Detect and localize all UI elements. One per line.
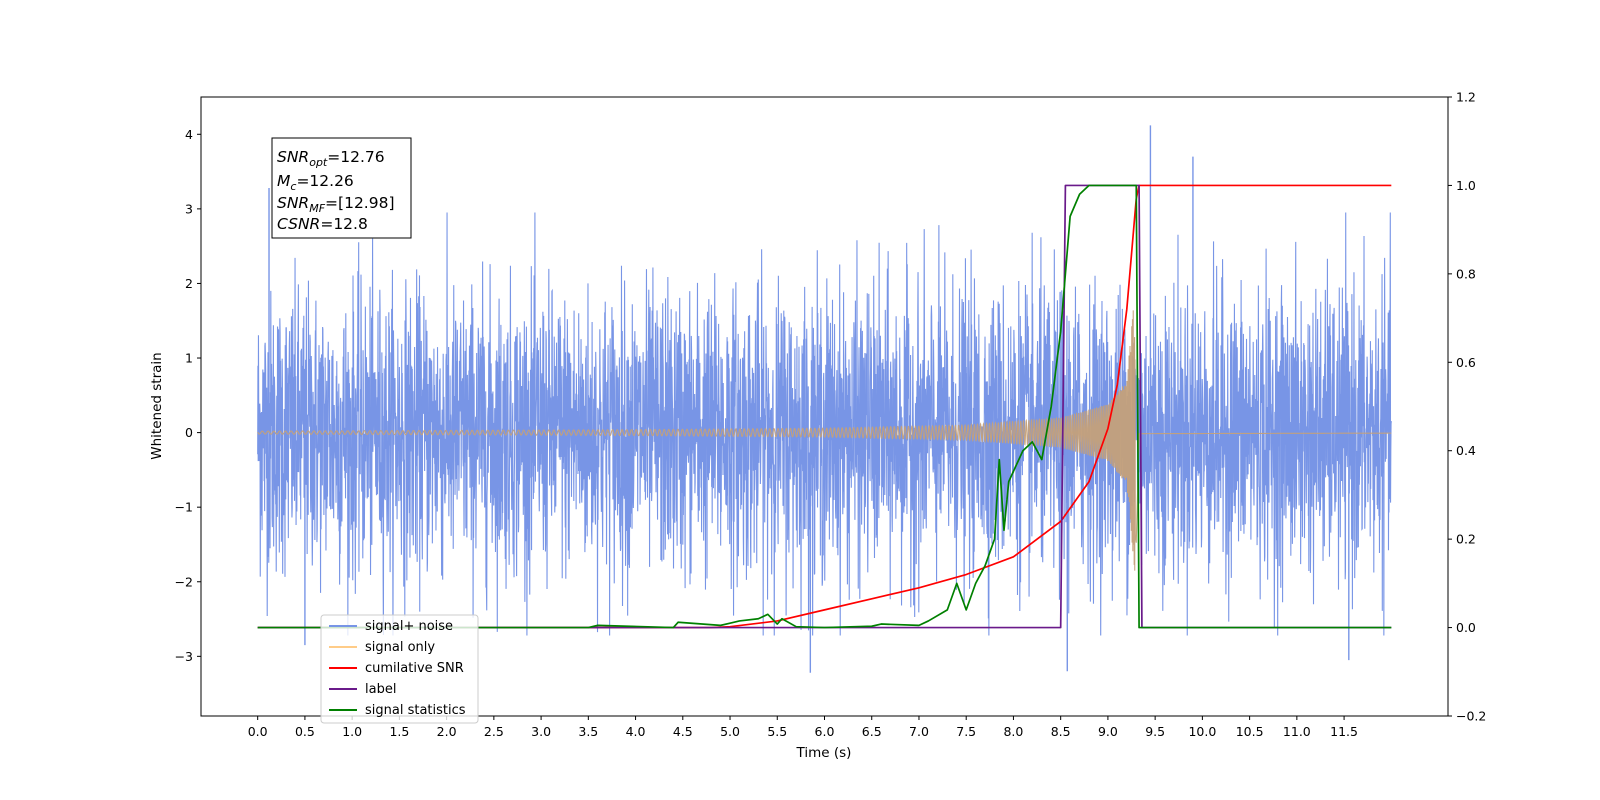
x-tick-label: 8.5 bbox=[1051, 724, 1071, 739]
legend-label-cumulative-snr: cumilative SNR bbox=[365, 661, 464, 676]
x-tick-label: 10.5 bbox=[1236, 724, 1264, 739]
x-tick-label: 7.0 bbox=[909, 724, 929, 739]
y-tick-label: 3 bbox=[185, 201, 193, 216]
legend-label-signal-only: signal only bbox=[365, 640, 435, 655]
x-tick-label: 3.0 bbox=[531, 724, 551, 739]
x-tick-label: 2.0 bbox=[437, 724, 457, 739]
y-axis-label: Whitened strain bbox=[149, 352, 165, 459]
annotation-symbol: SNR bbox=[277, 148, 309, 166]
x-tick-label: 6.5 bbox=[862, 724, 882, 739]
x-tick-label: 3.5 bbox=[578, 724, 598, 739]
metrics-annotation-box: SNRopt=12.76 Mc=12.26 SNRMF=[12.98] CSNR… bbox=[271, 137, 412, 239]
x-axis-label: Time (s) bbox=[796, 745, 852, 761]
y-tick-label: 1 bbox=[185, 351, 193, 366]
y-tick-label: −2 bbox=[175, 574, 193, 589]
y2-tick-label: 0.6 bbox=[1456, 355, 1476, 370]
annotation-line-snr-opt: SNRopt=12.76 bbox=[277, 148, 385, 169]
series-signal-statistics bbox=[257, 184, 1392, 629]
x-tick-label: 4.5 bbox=[673, 724, 693, 739]
x-tick-label: 8.0 bbox=[1003, 724, 1023, 739]
series-layer bbox=[257, 125, 1392, 673]
x-tick-label: 5.0 bbox=[720, 724, 740, 739]
y-tick-label: −1 bbox=[175, 500, 193, 515]
annotation-symbol: CSNR bbox=[277, 215, 320, 233]
x-tick-label: 1.0 bbox=[342, 724, 362, 739]
annotation-line-mc: Mc=12.26 bbox=[277, 172, 354, 193]
x-axis: 0.0 0.5 1.0 1.5 2.0 2.5 3.0 3.5 4.0 4.5 5.0 5.5 6.0 6… bbox=[248, 716, 1358, 739]
plot-area bbox=[257, 125, 1392, 673]
y2-tick-label: 1.0 bbox=[1456, 178, 1476, 193]
legend-label-signal-noise: signal+ noise bbox=[365, 619, 453, 634]
annotation-value: =12.26 bbox=[296, 172, 353, 190]
x-tick-label: 1.5 bbox=[389, 724, 409, 739]
annotation-subscript: c bbox=[290, 180, 296, 193]
series-cumulative-snr bbox=[257, 184, 1392, 629]
y-axis-left: −3 −2 −1 0 1 2 3 4 bbox=[175, 127, 201, 664]
legend-label-label: label bbox=[365, 682, 396, 697]
y-tick-label: −3 bbox=[175, 649, 193, 664]
y2-tick-label: 0.0 bbox=[1456, 620, 1476, 635]
legend-label-signal-statistics: signal statistics bbox=[365, 703, 466, 718]
series-signal-only bbox=[257, 310, 1392, 571]
x-tick-label: 6.0 bbox=[815, 724, 835, 739]
annotation-frame bbox=[271, 137, 412, 239]
x-tick-label: 0.0 bbox=[248, 724, 268, 739]
y-axis-right: −0.2 0.0 0.2 0.4 0.6 0.8 1.0 1.2 bbox=[1448, 90, 1486, 724]
x-tick-label: 10.0 bbox=[1188, 724, 1216, 739]
x-tick-label: 2.5 bbox=[484, 724, 504, 739]
x-tick-label: 9.0 bbox=[1098, 724, 1118, 739]
x-tick-label: 9.5 bbox=[1145, 724, 1165, 739]
annotation-line-snr-mf: SNRMF=[12.98] bbox=[277, 194, 395, 215]
y-tick-label: 0 bbox=[185, 425, 193, 440]
y2-tick-label: 1.2 bbox=[1456, 90, 1476, 105]
annotation-value: =12.8 bbox=[320, 215, 368, 233]
y2-tick-label: 0.4 bbox=[1456, 443, 1476, 458]
series-signal-noise bbox=[257, 212, 1392, 636]
x-tick-label: 0.5 bbox=[295, 724, 315, 739]
annotation-subscript: opt bbox=[309, 156, 328, 169]
annotation-symbol: M bbox=[277, 172, 290, 190]
y2-tick-label: 0.8 bbox=[1456, 266, 1476, 281]
annotation-value: =12.76 bbox=[327, 148, 384, 166]
x-tick-label: 11.0 bbox=[1283, 724, 1311, 739]
x-tick-label: 4.0 bbox=[626, 724, 646, 739]
y2-tick-label: 0.2 bbox=[1456, 532, 1476, 547]
y-tick-label: 4 bbox=[185, 127, 193, 142]
legend-frame bbox=[320, 614, 479, 724]
legend: signal+ noise signal only cumilative SNR… bbox=[320, 614, 479, 724]
x-tick-label: 5.5 bbox=[767, 724, 787, 739]
y-tick-label: 2 bbox=[185, 276, 193, 291]
annotation-subscript: MF bbox=[309, 202, 325, 215]
x-tick-label: 7.5 bbox=[956, 724, 976, 739]
x-tick-label: 11.5 bbox=[1330, 724, 1358, 739]
annotation-value: =[12.98] bbox=[325, 194, 394, 212]
annotation-line-csnr: CSNR=12.8 bbox=[277, 215, 368, 233]
y2-tick-label: −0.2 bbox=[1456, 709, 1486, 724]
annotation-symbol: SNR bbox=[277, 194, 309, 212]
